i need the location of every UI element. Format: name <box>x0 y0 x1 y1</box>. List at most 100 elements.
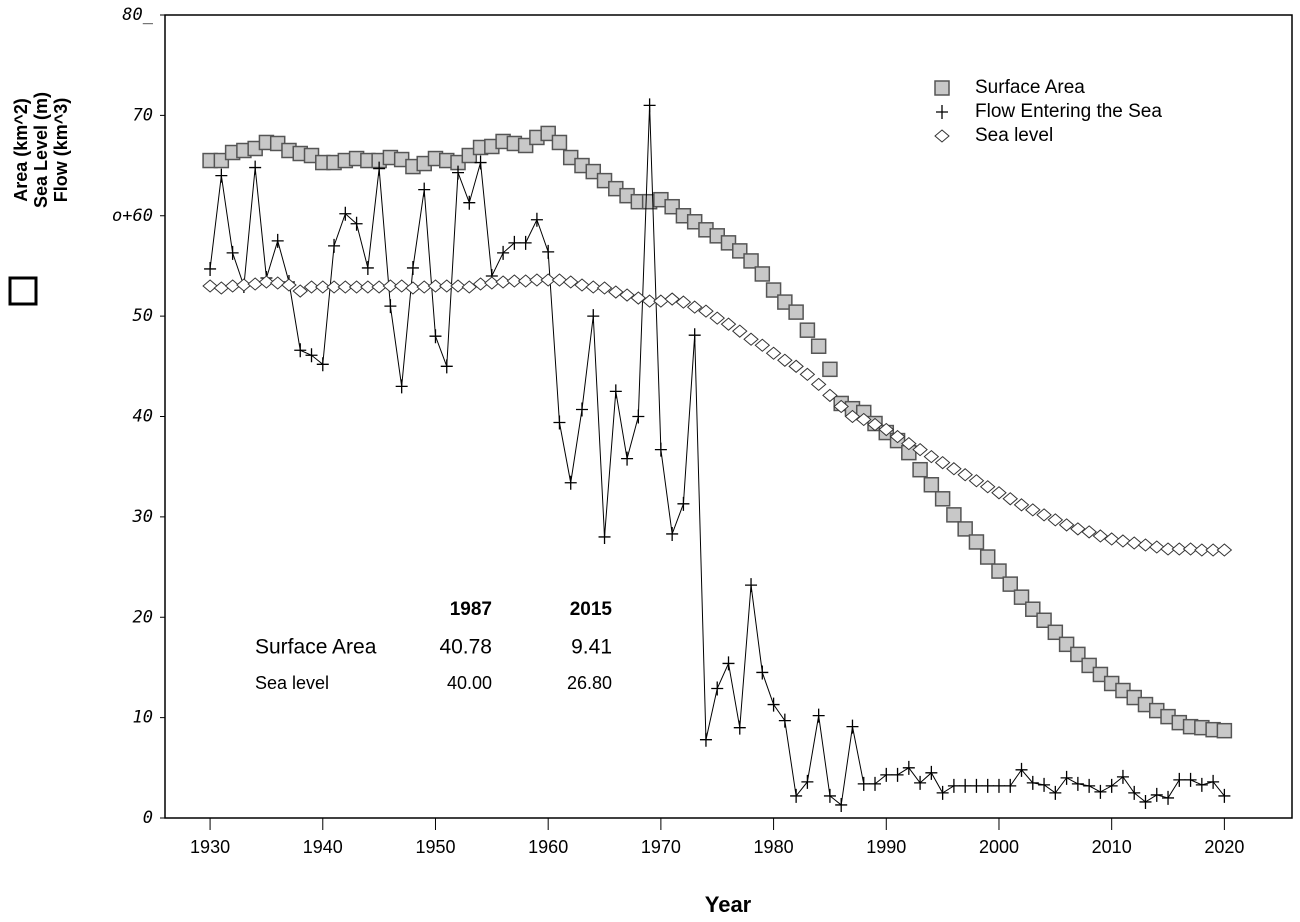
x-tick-label: 2010 <box>1092 837 1132 857</box>
plus-marker <box>598 529 611 544</box>
x-tick-label: 1930 <box>190 837 230 857</box>
diamond-marker <box>585 280 602 294</box>
table-cell: 40.78 <box>439 636 492 659</box>
square-marker <box>957 521 973 537</box>
square-marker <box>1058 636 1075 653</box>
square-marker <box>664 198 680 215</box>
legend-label: Flow Entering the Sea <box>975 101 1162 122</box>
diamond-marker <box>754 338 771 352</box>
plus-marker <box>891 767 904 782</box>
series-line <box>209 105 1225 806</box>
y-tick-label: 10 <box>133 708 153 728</box>
plus-marker <box>497 245 510 260</box>
diamond-marker <box>946 462 962 476</box>
plus-marker <box>1184 772 1197 787</box>
plus-marker <box>835 797 848 812</box>
square-marker <box>1025 601 1041 617</box>
square-marker <box>968 534 985 550</box>
diamond-marker <box>574 278 590 292</box>
plus-marker <box>395 379 408 394</box>
square-marker <box>461 147 478 164</box>
plus-marker <box>440 359 453 374</box>
diamond-marker <box>596 281 613 295</box>
plus-marker <box>429 329 442 344</box>
plus-marker <box>1049 785 1062 800</box>
plus-marker <box>384 299 397 314</box>
diamond-marker <box>281 278 297 292</box>
square-marker <box>1002 576 1018 592</box>
plus-marker <box>823 788 836 803</box>
plus-marker <box>632 409 645 424</box>
diamond-marker <box>732 324 748 338</box>
plus-marker <box>654 442 667 457</box>
square-marker <box>540 125 556 142</box>
diamond-marker <box>1013 498 1030 512</box>
square-marker <box>1216 722 1233 739</box>
table-header: 2015 <box>570 599 613 620</box>
diamond-marker <box>427 279 444 293</box>
y-axis-label-line: Flow (km^3) <box>51 98 71 203</box>
square-marker <box>1070 646 1086 663</box>
diamond-marker <box>551 273 568 287</box>
plus-marker <box>959 778 972 793</box>
diamond-marker <box>461 280 478 294</box>
plus-marker <box>215 168 228 183</box>
x-tick-label: 1940 <box>303 837 343 857</box>
legend-label: Surface Area <box>975 77 1085 98</box>
diamond-marker <box>979 480 996 494</box>
plus-marker <box>553 415 566 430</box>
plus-marker <box>801 774 814 789</box>
y-tick-label: 0 <box>143 808 153 828</box>
diamond-marker <box>562 275 579 289</box>
table-cell: 9.41 <box>571 636 612 659</box>
plus-marker <box>1071 776 1084 791</box>
table-header: 1987 <box>450 599 492 620</box>
plus-marker <box>778 713 791 728</box>
plus-marker <box>508 235 521 250</box>
diamond-marker <box>698 304 714 318</box>
plus-marker <box>519 235 532 250</box>
square-marker <box>596 172 613 189</box>
diamond-marker <box>1092 529 1109 543</box>
diamond-marker <box>641 294 658 308</box>
x-tick-label: 2000 <box>979 837 1019 857</box>
plus-marker <box>1083 778 1096 793</box>
plus-marker <box>1162 790 1175 805</box>
diamond-marker <box>348 280 365 294</box>
square-marker <box>923 477 940 493</box>
plus-marker <box>452 165 465 180</box>
plus-marker <box>745 578 758 593</box>
square-marker <box>517 137 534 154</box>
diamond-marker <box>1205 543 1221 557</box>
plus-marker <box>677 496 690 511</box>
plus-marker <box>226 245 239 260</box>
plus-marker <box>328 238 341 253</box>
diamond-marker <box>292 284 309 298</box>
plus-marker <box>406 260 419 275</box>
diamond-marker <box>675 295 692 309</box>
diamond-marker <box>788 359 804 373</box>
diamond-marker <box>608 285 624 299</box>
square-marker <box>934 491 951 507</box>
plus-marker <box>1094 784 1107 799</box>
diamond-marker <box>360 280 376 294</box>
diamond-marker <box>1160 542 1176 556</box>
diamond-marker <box>1025 503 1041 517</box>
plus-marker <box>992 778 1005 793</box>
square-marker <box>1092 666 1109 683</box>
plus-marker <box>1060 770 1073 785</box>
plus-marker <box>790 788 803 803</box>
diamond-marker <box>1103 532 1120 546</box>
square-marker <box>1081 657 1097 674</box>
x-tick-label: 2020 <box>1204 837 1244 857</box>
y-label-icon <box>8 276 38 306</box>
square-marker <box>754 266 771 282</box>
y-tick-label: 30 <box>132 507 153 527</box>
plus-marker <box>564 475 577 490</box>
diamond-marker <box>1036 508 1052 522</box>
diamond-marker <box>1137 538 1154 552</box>
y-tick-label: 70 <box>133 105 153 125</box>
x-tick-label: 1970 <box>641 837 681 857</box>
square-marker <box>788 304 804 320</box>
plus-marker <box>767 697 780 712</box>
